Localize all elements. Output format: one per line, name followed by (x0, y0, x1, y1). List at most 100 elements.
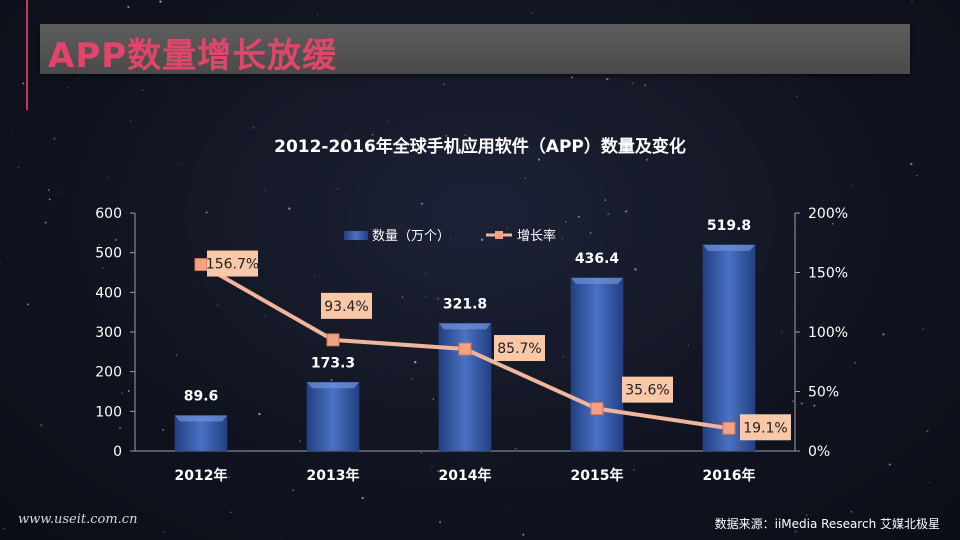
star (17, 166, 20, 169)
bar (306, 382, 360, 452)
star (857, 306, 859, 308)
star (524, 177, 526, 179)
star (796, 95, 798, 98)
star (606, 77, 609, 81)
star (102, 267, 104, 269)
star (561, 237, 563, 239)
growth-rate-marker (722, 421, 736, 435)
star (77, 77, 79, 79)
star (401, 296, 404, 299)
title-bar: APP数量增长放缓 (26, 0, 910, 110)
growth-rate-label: 35.6% (625, 383, 669, 399)
star (644, 84, 646, 87)
star (607, 212, 610, 216)
x-tick-label: 2016年 (703, 467, 756, 484)
star (22, 82, 25, 85)
chart-title: 2012-2016年全球手机应用软件（APP）数量及变化 (274, 137, 686, 157)
growth-rate-label-box (494, 335, 545, 362)
star (916, 174, 918, 177)
bar-bevel (439, 323, 491, 330)
star (436, 297, 440, 301)
star (413, 360, 417, 364)
star (627, 3, 629, 5)
star (888, 463, 891, 466)
star (44, 221, 47, 224)
star (443, 83, 446, 86)
star (381, 152, 383, 154)
star (0, 262, 1, 264)
star (73, 475, 75, 477)
bar-bevel (703, 244, 755, 251)
bar-bevel (175, 415, 227, 422)
star (361, 497, 364, 500)
star (60, 191, 63, 193)
star (121, 392, 124, 395)
y-left-tick-label: 500 (95, 246, 122, 262)
star (175, 354, 178, 356)
star (282, 538, 284, 540)
growth-rate-label: 19.1% (743, 420, 787, 436)
star (562, 356, 564, 358)
x-tick-label: 2012年 (175, 467, 228, 484)
bar-value-label: 173.3 (311, 355, 355, 371)
star (159, 0, 162, 3)
star (922, 328, 924, 330)
y-right-tick-label: 0% (808, 444, 830, 460)
star (228, 476, 230, 479)
star (345, 134, 347, 136)
star (645, 158, 649, 161)
star (813, 404, 816, 407)
star (371, 134, 374, 136)
x-tick-label: 2015年 (571, 467, 624, 484)
star (141, 89, 144, 92)
star (852, 185, 854, 187)
star (445, 134, 448, 137)
star (67, 86, 69, 88)
star (205, 211, 208, 214)
star (292, 489, 295, 492)
star (162, 531, 165, 533)
star (695, 172, 697, 174)
star (316, 14, 318, 16)
star (127, 5, 130, 8)
bar-bevel (571, 277, 623, 284)
star (337, 188, 339, 190)
bar-value-label: 436.4 (575, 251, 620, 267)
star (480, 238, 484, 241)
star (792, 400, 794, 403)
star (570, 76, 573, 79)
bar-value-label: 89.6 (184, 388, 219, 404)
star (514, 447, 517, 450)
star (437, 470, 439, 472)
star (537, 158, 541, 161)
star (330, 379, 333, 381)
bar-value-label: 519.8 (707, 218, 751, 234)
star (675, 7, 677, 9)
star (634, 268, 637, 271)
y-left-tick-label: 600 (95, 206, 122, 222)
bar (570, 277, 624, 452)
star (40, 423, 43, 427)
star (438, 521, 442, 524)
star (27, 303, 30, 306)
star (98, 243, 101, 246)
star (506, 227, 508, 229)
star (458, 223, 460, 225)
star (464, 134, 467, 137)
legend-bar-label: 数量（万个） (372, 229, 450, 244)
star (531, 12, 534, 14)
growth-rate-label-box (321, 292, 372, 319)
star (424, 296, 426, 298)
star (118, 427, 122, 430)
star (258, 412, 261, 416)
y-left-tick-label: 100 (95, 404, 122, 420)
star (687, 344, 689, 346)
y-left-tick-label: 300 (95, 325, 122, 341)
star (832, 222, 834, 225)
star (470, 302, 472, 304)
star (230, 511, 232, 513)
y-right-tick-label: 150% (808, 266, 848, 282)
star (129, 120, 132, 122)
star (252, 126, 255, 129)
